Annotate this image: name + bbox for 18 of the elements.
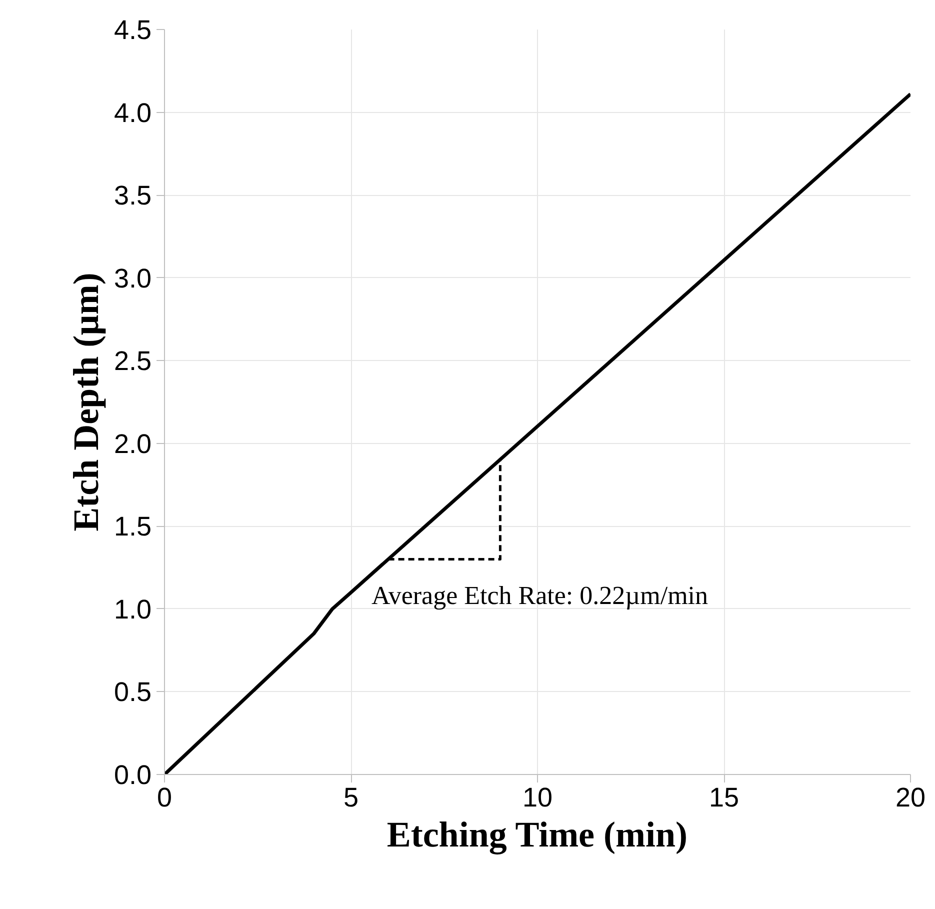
x-tick-label: 15 xyxy=(708,782,740,812)
x-tick-label: 10 xyxy=(522,782,553,812)
y-tick-label: 0.5 xyxy=(114,677,152,708)
y-tick-label: 1.0 xyxy=(114,594,152,624)
x-tick-label: 20 xyxy=(895,782,926,812)
y-tick-label: 3.5 xyxy=(114,180,152,211)
y-tick-label: 2.5 xyxy=(114,346,152,376)
y-tick-label: 2.0 xyxy=(114,428,152,459)
y-tick-label: 4.5 xyxy=(114,15,152,45)
annotation: Average Etch Rate: 0.22µm/min xyxy=(372,581,708,610)
x-axis-title: Etching Time (min) xyxy=(386,814,688,854)
x-tick-label: 0 xyxy=(156,782,172,812)
y-tick-label: 1.5 xyxy=(114,512,152,542)
y-tick-label: 3.0 xyxy=(114,263,152,294)
y-axis-title: Etch Depth (µm) xyxy=(66,272,106,532)
y-tick-label: 4.0 xyxy=(114,98,152,128)
x-tick-label: 5 xyxy=(343,782,359,812)
y-tick-label: 0.0 xyxy=(114,760,152,790)
